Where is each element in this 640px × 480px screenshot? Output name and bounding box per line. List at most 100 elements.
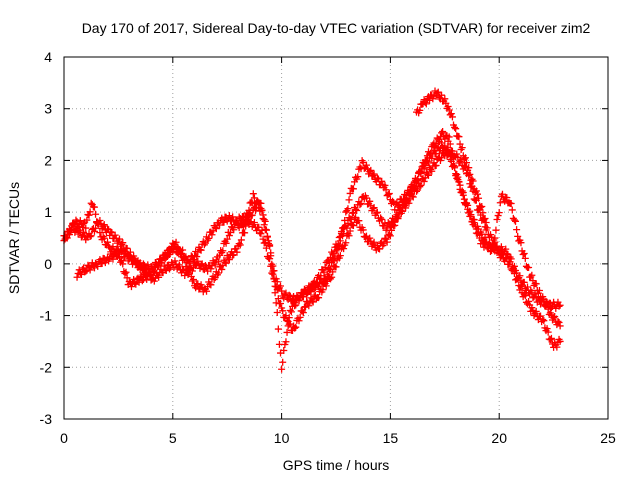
data-point — [90, 264, 98, 272]
data-point — [381, 181, 389, 189]
x-tick-label: 0 — [60, 430, 68, 446]
data-point — [131, 279, 139, 287]
data-point — [249, 190, 257, 198]
data-point — [212, 225, 220, 233]
data-point — [257, 199, 265, 207]
data-point — [223, 235, 231, 243]
data-point — [149, 268, 157, 276]
data-point — [543, 325, 551, 333]
data-point — [76, 269, 84, 277]
data-point — [335, 234, 343, 242]
data-point — [134, 257, 142, 265]
data-point — [550, 314, 558, 322]
x-tick-label: 25 — [600, 430, 616, 446]
data-point — [523, 283, 531, 291]
data-point — [141, 271, 149, 279]
data-point — [453, 150, 461, 158]
data-point — [296, 313, 304, 321]
data-point — [540, 295, 548, 303]
data-point — [520, 249, 528, 257]
data-point — [366, 167, 374, 175]
data-point — [111, 231, 119, 239]
data-point — [517, 239, 525, 247]
data-point — [517, 283, 525, 291]
data-point — [422, 100, 430, 108]
data-point — [123, 244, 131, 252]
data-point — [465, 171, 473, 179]
data-point — [317, 272, 325, 280]
data-point — [315, 294, 323, 302]
data-point — [260, 216, 268, 224]
data-point — [510, 270, 518, 278]
y-tick-label: -2 — [40, 359, 53, 375]
data-point — [107, 228, 115, 236]
data-point — [380, 240, 388, 248]
data-point — [444, 144, 452, 152]
data-point — [369, 204, 377, 212]
data-marks — [60, 87, 564, 373]
data-point — [349, 185, 357, 193]
data-point — [481, 215, 489, 223]
data-point — [150, 268, 158, 276]
data-point — [218, 265, 226, 273]
data-point — [86, 233, 94, 241]
data-point — [85, 211, 93, 219]
data-point — [384, 190, 392, 198]
data-point — [448, 113, 456, 121]
data-point — [340, 245, 348, 253]
data-point — [525, 297, 533, 305]
data-point — [126, 248, 134, 256]
data-point — [417, 169, 425, 177]
data-point — [519, 250, 527, 258]
data-point — [356, 201, 364, 209]
data-point — [498, 250, 506, 258]
data-point — [367, 166, 375, 174]
x-tick-label: 15 — [383, 430, 399, 446]
data-point — [456, 158, 464, 166]
data-point — [99, 233, 107, 241]
data-point — [303, 290, 311, 298]
data-point — [92, 210, 100, 218]
data-point — [492, 226, 500, 234]
data-point — [416, 183, 424, 191]
data-point — [346, 189, 354, 197]
data-point — [372, 209, 380, 217]
data-point — [497, 251, 505, 259]
data-point — [492, 243, 500, 251]
data-point — [307, 286, 315, 294]
data-point — [221, 258, 229, 266]
data-point — [207, 281, 215, 289]
data-point — [312, 280, 320, 288]
data-point — [469, 177, 477, 185]
data-point — [359, 226, 367, 234]
data-point — [114, 247, 122, 255]
data-point — [555, 302, 563, 310]
data-point — [219, 247, 227, 255]
data-point — [329, 268, 337, 276]
data-point — [402, 204, 410, 212]
data-point — [166, 251, 174, 259]
data-point — [432, 150, 440, 158]
data-point — [92, 224, 100, 232]
data-point — [376, 245, 384, 253]
data-point — [547, 334, 555, 342]
data-point — [434, 88, 442, 96]
data-point — [132, 260, 140, 268]
data-point — [448, 147, 456, 155]
data-point — [237, 236, 245, 244]
data-point — [174, 245, 182, 253]
data-point — [197, 261, 205, 269]
data-point — [99, 222, 107, 230]
data-point — [378, 215, 386, 223]
data-point — [521, 254, 529, 262]
data-point — [282, 338, 290, 346]
data-point — [408, 184, 416, 192]
data-point — [336, 252, 344, 260]
data-point — [90, 227, 98, 235]
data-point — [255, 223, 263, 231]
data-point — [433, 89, 441, 97]
data-point — [349, 222, 357, 230]
data-point — [532, 307, 540, 315]
data-point — [162, 267, 170, 275]
